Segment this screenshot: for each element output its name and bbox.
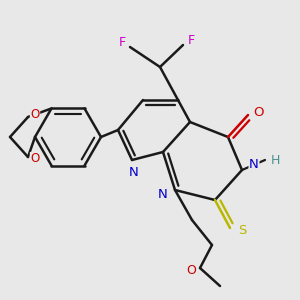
Text: S: S [238, 224, 246, 236]
Text: O: O [30, 152, 40, 166]
Text: O: O [253, 106, 263, 118]
Text: F: F [118, 37, 126, 50]
Text: N: N [158, 188, 168, 202]
Text: O: O [186, 265, 196, 278]
Text: N: N [249, 158, 259, 172]
Text: F: F [188, 34, 195, 47]
Text: N: N [129, 166, 139, 178]
Text: O: O [30, 109, 40, 122]
Text: H: H [270, 154, 280, 166]
